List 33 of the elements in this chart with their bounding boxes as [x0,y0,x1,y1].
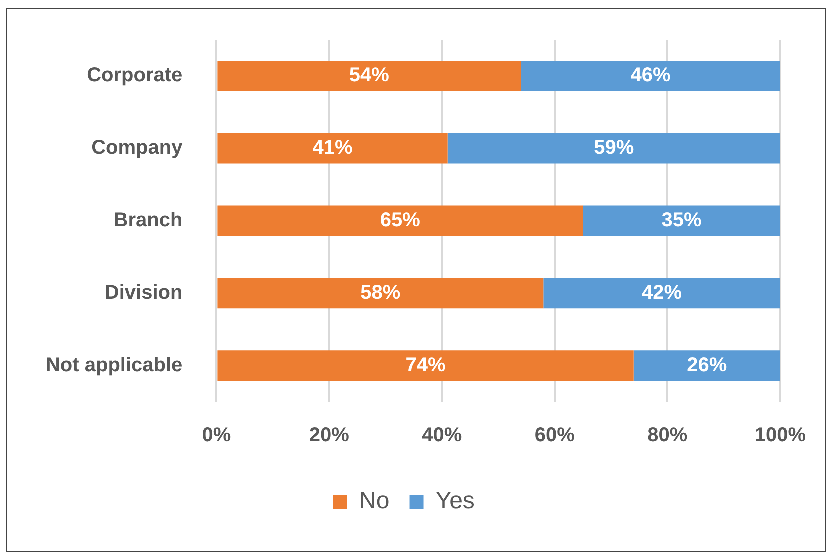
x-tick-label: 80% [648,424,688,447]
bar [218,133,448,164]
y-tick-label: Branch [114,210,183,232]
data-label: 59% [594,137,634,160]
x-tick-label: 40% [422,424,462,447]
y-tick-label: Not applicable [46,354,183,376]
bar [583,206,780,236]
data-label: 42% [642,282,682,304]
x-tick-label: 100% [754,424,806,447]
data-label: 41% [312,137,353,160]
bar [218,206,584,236]
bar [544,278,780,309]
bar [218,350,634,382]
data-label: 74% [406,354,446,376]
bar [448,133,780,164]
y-tick-label: Company [92,137,184,160]
bar [521,60,780,92]
data-label: 35% [662,210,702,232]
x-tick-label: 0% [202,424,232,447]
y-tick-label: Division [104,282,183,304]
data-label: 54% [349,64,390,87]
x-tick-label: 20% [309,424,350,447]
y-tick-label: Corporate [87,64,183,87]
bar [218,278,544,309]
bar [634,350,780,382]
legend-label: Yes [436,488,475,515]
data-label: 58% [360,282,401,304]
data-label: 65% [380,210,421,232]
data-label: 26% [687,354,728,376]
bar [218,60,522,92]
legend-label: No [359,488,390,515]
data-label: 46% [630,64,671,87]
x-tick-label: 60% [534,424,576,447]
